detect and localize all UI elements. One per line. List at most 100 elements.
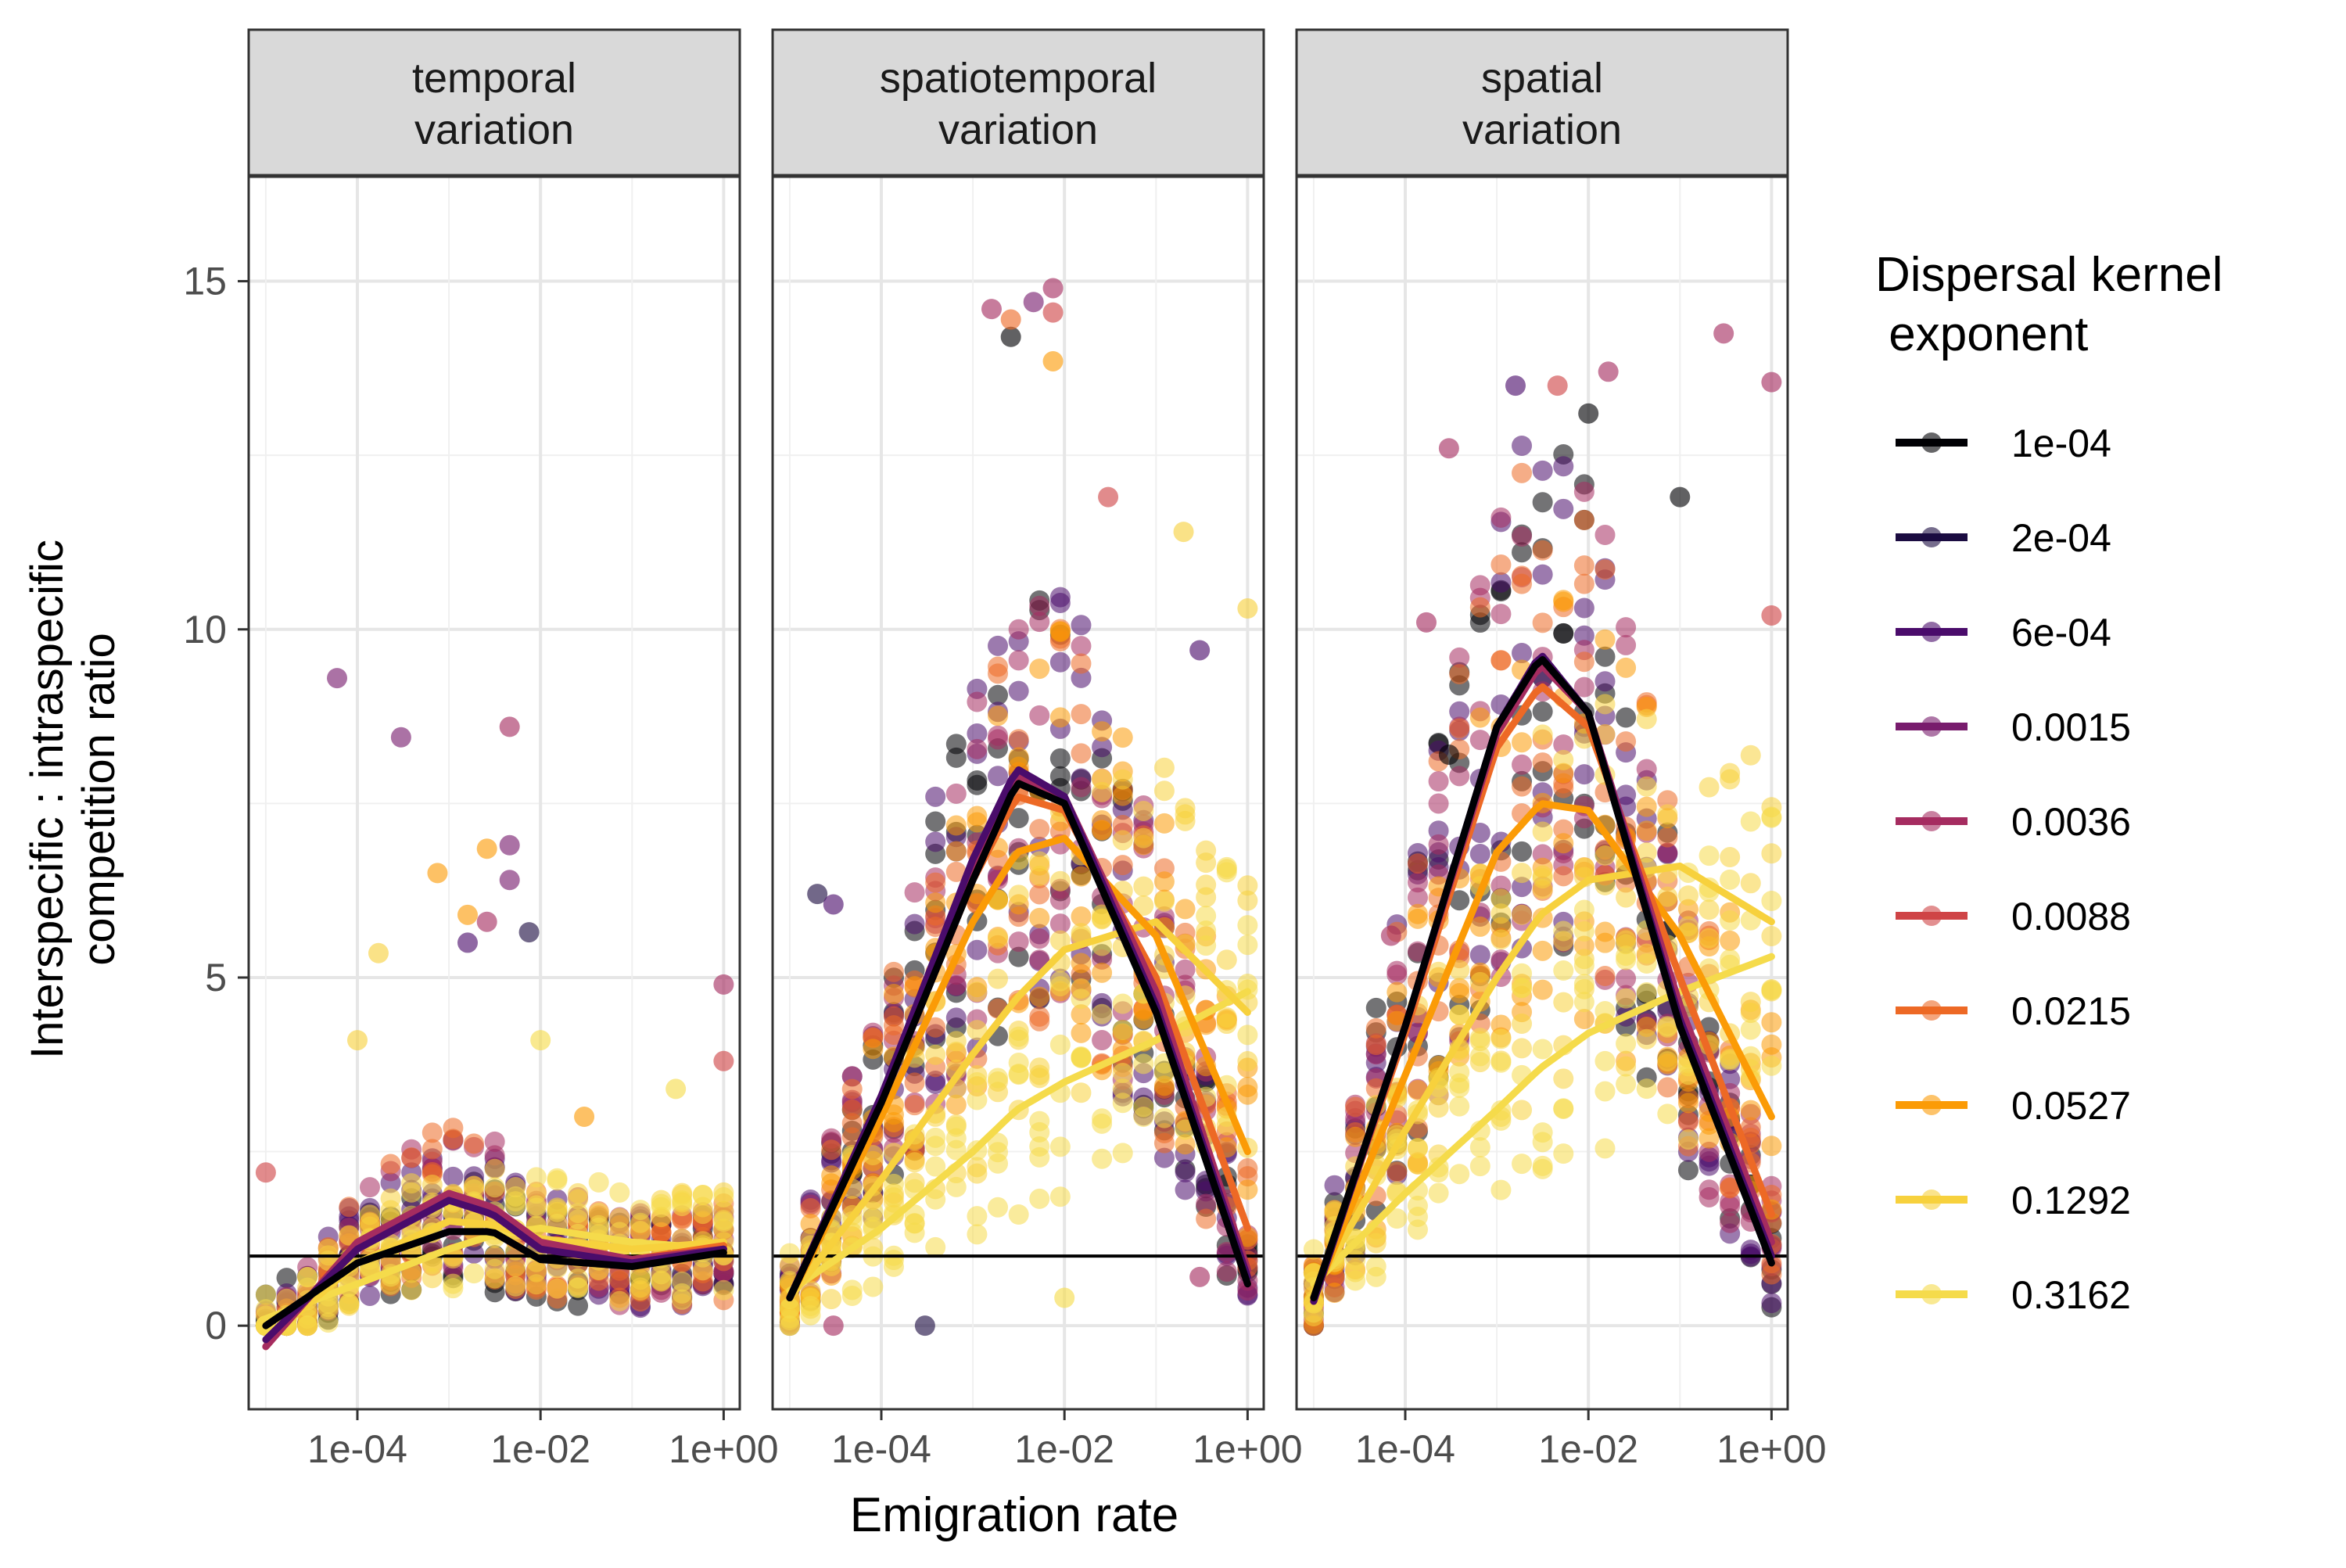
data-point (1386, 1161, 1408, 1182)
data-point (904, 1095, 925, 1116)
data-point (1029, 986, 1050, 1007)
data-point (1449, 978, 1470, 999)
data-point (1512, 462, 1533, 483)
data-point (1449, 701, 1470, 722)
data-point (883, 1173, 904, 1194)
data-point (945, 975, 967, 996)
data-point (568, 1268, 589, 1289)
data-point (1196, 1208, 1217, 1229)
data-point (1761, 1136, 1782, 1157)
legend-key-2e-04: 2e-04 (1896, 516, 2111, 560)
data-point (1049, 1034, 1071, 1055)
data-point (1532, 1132, 1553, 1153)
data-point (925, 786, 946, 807)
data-point (1071, 1082, 1092, 1103)
data-point (1237, 875, 1258, 896)
data-point (1616, 634, 1637, 655)
data-point (1573, 573, 1594, 594)
data-point (1512, 1100, 1533, 1121)
data-point (1490, 650, 1512, 671)
legend-label: 0.1292 (2011, 1179, 2131, 1222)
data-point (1237, 1077, 1258, 1098)
data-point (863, 1039, 884, 1060)
data-point (457, 904, 478, 925)
legend-label: 0.0527 (2011, 1084, 2131, 1128)
data-point (1237, 1051, 1258, 1072)
legend-title-line-1: Dispersal kernel (1875, 248, 2223, 302)
data-point (1029, 612, 1050, 633)
panel-border (771, 175, 1265, 1411)
data-point (1133, 1096, 1154, 1118)
data-point (1438, 745, 1459, 766)
data-point (945, 1041, 967, 1062)
data-point (464, 1243, 485, 1264)
data-point (1071, 989, 1092, 1010)
data-point (1553, 623, 1574, 644)
data-point (1071, 1004, 1092, 1025)
data-point (967, 1089, 988, 1111)
data-point (967, 939, 988, 960)
data-point (505, 1276, 526, 1297)
data-point (568, 1295, 589, 1316)
data-point (1133, 1053, 1154, 1075)
data-point (1594, 671, 1616, 692)
data-point (967, 723, 988, 744)
data-point (1573, 764, 1594, 785)
data-point (1407, 887, 1428, 908)
data-point (1636, 1078, 1657, 1100)
data-point (1345, 1270, 1366, 1291)
data-point (1740, 1019, 1761, 1040)
data-point (1153, 891, 1175, 912)
legend-label: 0.0015 (2011, 705, 2131, 749)
data-point (1237, 915, 1258, 936)
data-point (1092, 781, 1113, 802)
data-point (1000, 326, 1021, 347)
data-point (1469, 575, 1490, 596)
data-point (713, 1187, 734, 1208)
legend-key-0.0088: 0.0088 (1896, 895, 2131, 938)
data-point (1092, 1030, 1113, 1051)
data-point (1071, 704, 1092, 725)
data-point (1237, 1179, 1258, 1200)
data-point (1449, 1096, 1470, 1117)
data-point (1720, 930, 1741, 951)
data-point (1049, 870, 1071, 892)
data-point (1657, 1103, 1678, 1125)
data-point (1029, 1006, 1050, 1027)
data-point (1657, 1077, 1678, 1098)
data-point (1594, 966, 1616, 987)
data-point (863, 1201, 884, 1222)
legend-keys: 1e-04 2e-04 6e-04 0.0015 0.0036 0.0088 0.0215 0… (1896, 422, 2131, 1317)
data-point (945, 1176, 967, 1197)
data-point (1532, 878, 1553, 899)
data-point (1761, 605, 1782, 626)
data-point (1573, 597, 1594, 619)
data-point (1532, 1155, 1553, 1176)
data-point (1008, 680, 1029, 701)
legend-label: 1e-04 (2011, 422, 2111, 465)
data-point (1469, 843, 1490, 864)
data-point (945, 841, 967, 862)
data-point (339, 1294, 360, 1315)
data-point (1490, 1110, 1512, 1131)
data-point (609, 1182, 630, 1203)
data-point (1189, 640, 1211, 661)
strip-label-line-1: spatial (1481, 55, 1603, 102)
data-point (883, 1024, 904, 1046)
x-tick-label: 1e-04 (831, 1427, 931, 1471)
data-point (1616, 968, 1637, 989)
y-axis-title-line-1: Interspecific : intraspecific (22, 540, 73, 1059)
data-point (1657, 842, 1678, 863)
data-point (665, 1078, 687, 1100)
data-point (1594, 1081, 1616, 1102)
x-tick-label: 1e-02 (1014, 1427, 1114, 1471)
data-point (1029, 1188, 1050, 1209)
data-point (945, 1094, 967, 1115)
data-point (651, 1222, 672, 1243)
data-point (1553, 866, 1574, 887)
panel-grid (249, 177, 740, 1409)
data-point (1512, 754, 1533, 775)
data-point (1008, 1204, 1029, 1225)
data-point (1532, 540, 1553, 561)
